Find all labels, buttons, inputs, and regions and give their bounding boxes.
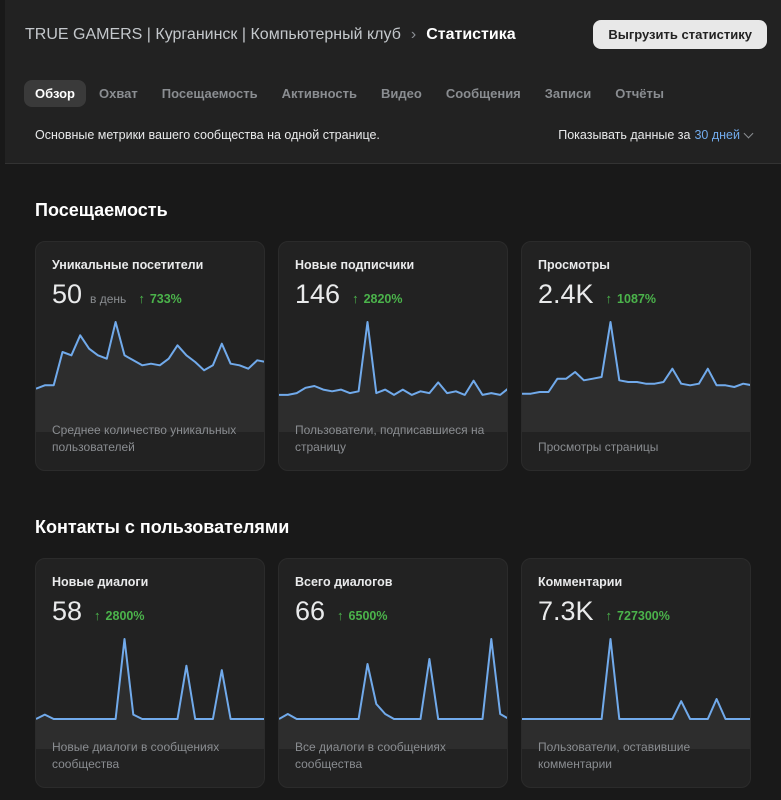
overview-description: Основные метрики вашего сообщества на од… <box>35 128 380 142</box>
sparkline-area <box>279 639 507 749</box>
metric-delta: ↑ 1087% <box>606 291 656 306</box>
sparkline-area <box>279 322 507 432</box>
metric-card-total-dialogs[interactable]: Всего диалогов 66 ↑ 6500% Все диалоги в … <box>278 558 508 788</box>
metric-value-row: 50 в день ↑ 733% <box>52 279 182 310</box>
metric-title: Уникальные посетители <box>52 258 204 272</box>
sparkline-line <box>522 638 750 720</box>
metric-value-row: 2.4K ↑ 1087% <box>538 279 656 310</box>
arrow-up-icon: ↑ <box>94 608 101 623</box>
metric-delta: ↑ 727300% <box>606 608 670 623</box>
tab-messages[interactable]: Сообщения <box>445 86 521 101</box>
arrow-up-icon: ↑ <box>352 291 359 306</box>
metric-sparkline <box>36 321 264 432</box>
metric-value: 146 <box>295 279 341 309</box>
metric-title: Новые подписчики <box>295 258 415 272</box>
sparkline-area <box>522 639 750 749</box>
metric-card-new-subscribers[interactable]: Новые подписчики 146 ↑ 2820% Пользовател… <box>278 241 508 471</box>
section-title-attendance: Посещаемость <box>35 200 168 220</box>
metric-value: 50 <box>52 279 83 309</box>
sparkline-line <box>36 321 264 390</box>
metric-sparkline <box>522 321 750 432</box>
metric-value: 58 <box>52 596 83 626</box>
chevron-down-icon <box>743 128 754 139</box>
metric-delta-value: 1087% <box>617 291 656 306</box>
tab-activity[interactable]: Активность <box>281 86 358 101</box>
metric-delta: ↑ 2820% <box>352 291 402 306</box>
metric-card-unique-visitors[interactable]: Уникальные посетители 50 в день ↑ 733% С… <box>35 241 265 471</box>
metric-description: Среднее количество уникальных пользовате… <box>52 423 237 454</box>
sparkline-area <box>522 322 750 432</box>
metric-delta: ↑ 733% <box>138 291 181 306</box>
metric-value-row: 66 ↑ 6500% <box>295 596 387 627</box>
sparkline-line <box>279 638 507 720</box>
metric-title: Комментарии <box>538 575 623 589</box>
metric-sparkline <box>279 638 507 749</box>
metric-value: 66 <box>295 596 326 626</box>
metric-delta-value: 733% <box>149 291 182 306</box>
metric-delta-value: 6500% <box>348 608 388 623</box>
metric-delta-value: 727300% <box>617 608 670 623</box>
metric-card-comments[interactable]: Комментарии 7.3K ↑ 727300% Пользователи,… <box>521 558 751 788</box>
metric-description: Новые диалоги в сообщениях сообщества <box>52 740 220 771</box>
metric-description: Все диалоги в сообщениях сообщества <box>295 740 446 771</box>
metric-title: Новые диалоги <box>52 575 149 589</box>
metric-unit: в день <box>90 292 127 306</box>
metric-card-page-views[interactable]: Просмотры 2.4K ↑ 1087% Просмотры страниц… <box>521 241 751 471</box>
tab-reach[interactable]: Охват <box>99 86 138 101</box>
export-statistics-button[interactable]: Выгрузить статистику <box>593 20 767 49</box>
metric-title: Просмотры <box>538 258 610 272</box>
tab-posts[interactable]: Записи <box>544 86 592 101</box>
sparkline-line <box>522 321 750 395</box>
sparkline-line <box>279 321 507 396</box>
breadcrumb-group-link[interactable]: TRUE GAMERS | Курганинск | Компьютерный … <box>25 26 401 43</box>
metric-title: Всего диалогов <box>295 575 393 589</box>
metric-value: 7.3K <box>538 596 594 626</box>
breadcrumb: TRUE GAMERS | Курганинск | Компьютерный … <box>25 26 516 44</box>
arrow-up-icon: ↑ <box>337 608 344 623</box>
sparkline-area <box>36 322 264 432</box>
metric-sparkline <box>279 321 507 432</box>
statistics-page: TRUE GAMERS | Курганинск | Компьютерный … <box>5 0 781 800</box>
metric-value-row: 58 ↑ 2800% <box>52 596 144 627</box>
metric-card-new-dialogs[interactable]: Новые диалоги 58 ↑ 2800% Новые диалоги в… <box>35 558 265 788</box>
metric-value-row: 146 ↑ 2820% <box>295 279 403 310</box>
period-value[interactable]: 30 дней <box>694 128 740 142</box>
metric-sparkline <box>36 638 264 749</box>
metric-description: Пользователи, подписавшиеся на страницу <box>295 423 485 454</box>
statistics-tabs: Обзор Охват Посещаемость Активность Виде… <box>24 80 677 107</box>
period-prefix: Показывать данные за <box>558 128 691 142</box>
metric-description: Просмотры страницы <box>538 440 659 454</box>
metric-delta-value: 2820% <box>363 291 403 306</box>
sparkline-line <box>36 638 264 720</box>
arrow-up-icon: ↑ <box>605 608 613 623</box>
metric-delta: ↑ 6500% <box>337 608 387 623</box>
sparkline-area <box>36 639 264 749</box>
tab-video[interactable]: Видео <box>381 86 422 101</box>
period-selector[interactable]: Показывать данные за 30 дней <box>558 128 754 142</box>
section-title-contacts: Контакты с пользователями <box>35 517 290 537</box>
overview-subbar: Основные метрики вашего сообщества на од… <box>5 120 781 164</box>
arrow-up-icon: ↑ <box>138 291 145 306</box>
metric-sparkline <box>522 638 750 749</box>
chevron-right-icon: › <box>410 26 417 43</box>
metric-description: Пользователи, оставившие комментарии <box>538 740 691 771</box>
metric-delta-value: 2800% <box>105 608 145 623</box>
page-title: Статистика <box>426 26 516 43</box>
arrow-up-icon: ↑ <box>605 291 613 306</box>
page-header: TRUE GAMERS | Курганинск | Компьютерный … <box>5 0 781 70</box>
tab-overview[interactable]: Обзор <box>24 80 86 107</box>
metric-value-row: 7.3K ↑ 727300% <box>538 596 670 627</box>
metrics-content: Посещаемость Контакты с пользователями У… <box>5 164 781 800</box>
metric-delta: ↑ 2800% <box>94 608 144 623</box>
tab-reports[interactable]: Отчёты <box>615 86 664 101</box>
tab-attendance[interactable]: Посещаемость <box>161 86 258 101</box>
metric-value: 2.4K <box>538 279 594 309</box>
